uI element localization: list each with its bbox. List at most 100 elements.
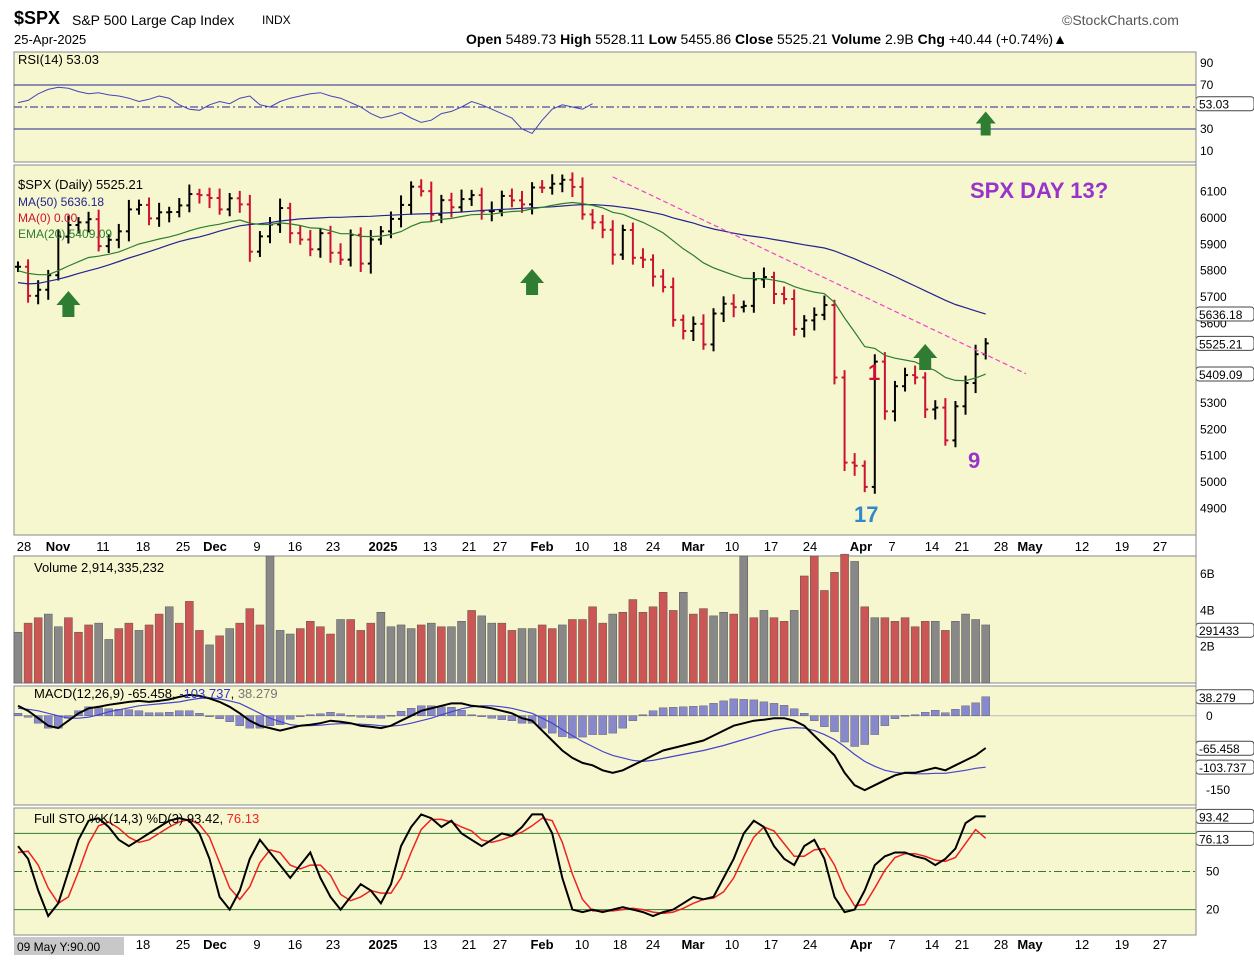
volume-bar bbox=[568, 619, 577, 684]
macd-histogram-bar bbox=[769, 703, 779, 716]
macd-histogram-bar bbox=[729, 698, 738, 716]
x-axis-label: 16 bbox=[288, 539, 302, 554]
x-axis-label: Dec bbox=[203, 539, 227, 554]
x-axis-label: 12 bbox=[1075, 539, 1089, 554]
macd-histogram-bar bbox=[497, 715, 507, 720]
volume-bar bbox=[598, 622, 607, 684]
ohlc-summary: Open 5489.73 High 5528.11 Low 5455.86 Cl… bbox=[466, 31, 1067, 47]
volume-bar bbox=[850, 561, 859, 684]
volume-bar bbox=[416, 624, 426, 684]
macd-histogram-bar bbox=[749, 699, 759, 716]
macd-histogram-bar bbox=[306, 714, 315, 716]
volume-bar bbox=[396, 624, 406, 684]
close-last-label: 5525.21 bbox=[1199, 337, 1243, 351]
close-value: 5525.21 bbox=[777, 31, 828, 47]
macd-line bbox=[17, 693, 987, 792]
rsi-tick-label: 70 bbox=[1200, 78, 1214, 92]
price-tick-label: 4900 bbox=[1200, 502, 1227, 516]
sto-tick-label: 50 bbox=[1206, 865, 1220, 879]
sto-d-line bbox=[17, 817, 987, 915]
x-axis-label: 21 bbox=[462, 539, 476, 554]
price-panel bbox=[13, 164, 1197, 536]
bottom-x-axis-label: 7 bbox=[888, 937, 895, 952]
macd-histogram-bar bbox=[921, 712, 930, 716]
volume-bar bbox=[537, 624, 547, 684]
price-tick-label: 6100 bbox=[1200, 184, 1227, 198]
volume-bar bbox=[900, 617, 910, 684]
volume-bar bbox=[255, 624, 265, 684]
macd-histogram-bar bbox=[648, 710, 658, 716]
stockcharts-logo[interactable]: ©StockCharts.com bbox=[1062, 12, 1179, 28]
macd-signal-last-label: -103.737 bbox=[1199, 761, 1247, 775]
volume-bar bbox=[134, 630, 144, 684]
macd-tick-label: 0 bbox=[1206, 709, 1213, 723]
volume-last-label: 291433 bbox=[1199, 624, 1239, 638]
sto-k-line bbox=[17, 813, 986, 918]
macd-histogram-bar bbox=[427, 705, 436, 716]
volume-bar bbox=[215, 635, 224, 684]
volume-tick-label: 6B bbox=[1200, 567, 1215, 581]
volume-bar bbox=[43, 613, 53, 684]
volume-bar bbox=[164, 606, 174, 684]
open-value: 5489.73 bbox=[505, 31, 557, 47]
volume-bar bbox=[427, 622, 436, 684]
volume-bar bbox=[306, 621, 315, 684]
volume-bar bbox=[386, 626, 396, 684]
x-axis-label: 27 bbox=[1153, 539, 1167, 554]
macd-histogram-bar bbox=[265, 715, 275, 726]
macd-histogram-bar bbox=[890, 715, 900, 719]
price-tick-label: 5300 bbox=[1200, 396, 1227, 410]
macd-histogram-bar bbox=[346, 715, 355, 717]
macd-histogram-bar bbox=[608, 715, 617, 734]
up-arrow-icon: ▲ bbox=[1053, 31, 1067, 47]
macd-histogram-bar bbox=[961, 705, 970, 716]
volume-bar bbox=[527, 628, 537, 684]
volume-bar bbox=[316, 626, 325, 684]
volume-bar bbox=[920, 621, 930, 684]
macd-histogram-bar bbox=[144, 712, 154, 716]
volume-bar bbox=[648, 606, 658, 684]
volume-value: 2.9B bbox=[884, 31, 914, 47]
bottom-x-axis-label: 27 bbox=[493, 937, 507, 952]
x-axis-label: 2025 bbox=[369, 539, 398, 554]
bottom-x-axis-label: 12 bbox=[1075, 937, 1089, 952]
macd-histogram-bar bbox=[880, 715, 890, 726]
macd-histogram-bar bbox=[568, 715, 577, 739]
price-tick-label: 5000 bbox=[1200, 475, 1227, 489]
volume-bar bbox=[23, 622, 33, 684]
x-axis-label: 7 bbox=[888, 539, 895, 554]
bottom-x-axis-label: 14 bbox=[925, 937, 939, 952]
spx-day-annotation: SPX DAY 13? bbox=[970, 178, 1108, 203]
chg-label: Chg bbox=[917, 31, 945, 47]
volume-bar bbox=[709, 615, 718, 684]
volume-bar bbox=[749, 617, 759, 684]
macd-panel bbox=[13, 685, 1197, 806]
macd-histogram-bar bbox=[669, 707, 678, 716]
volume-bar bbox=[870, 617, 880, 684]
chart-date: 25-Apr-2025 bbox=[14, 32, 87, 47]
bottom-x-axis-label: 2025 bbox=[369, 937, 398, 952]
sto-tick-label: 20 bbox=[1206, 903, 1220, 917]
rsi-tick-label: 10 bbox=[1200, 144, 1214, 158]
bottom-x-axis-label: 28 bbox=[994, 937, 1008, 952]
count-9-annotation: 9 bbox=[968, 448, 980, 473]
close-label: Close bbox=[735, 31, 774, 47]
macd-histogram-bar bbox=[900, 715, 910, 717]
index-name: S&P 500 Large Cap Index bbox=[72, 12, 235, 28]
macd-histogram-bar bbox=[13, 713, 23, 716]
buy-up-arrow-icon bbox=[913, 344, 938, 370]
high-label: High bbox=[560, 31, 592, 47]
x-axis-label: 11 bbox=[96, 539, 110, 554]
bottom-x-axis-label: Dec bbox=[203, 937, 227, 952]
macd-histogram-bar bbox=[94, 707, 103, 716]
macd-histogram-bar bbox=[285, 715, 295, 720]
volume-bar bbox=[679, 592, 688, 684]
volume-bar bbox=[739, 555, 749, 684]
volume-bar bbox=[618, 611, 628, 684]
volume-bar bbox=[447, 626, 456, 684]
trendline bbox=[612, 176, 1027, 375]
volume-bar bbox=[285, 633, 295, 684]
volume-bar bbox=[971, 619, 980, 684]
macd-histogram-bar bbox=[326, 712, 335, 716]
macd-histogram-bar bbox=[971, 702, 980, 716]
